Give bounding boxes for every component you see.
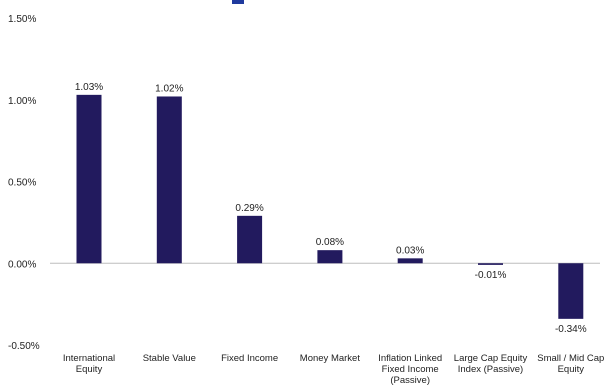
y-tick-label: 1.50% xyxy=(8,14,36,25)
category-label: Money Market xyxy=(300,353,361,364)
data-label: -0.01% xyxy=(475,270,507,281)
category-label: Small / Mid Cap xyxy=(537,353,604,364)
data-label: 0.29% xyxy=(235,203,263,214)
category-label: Fixed Income xyxy=(221,353,278,364)
bar xyxy=(156,96,182,264)
data-label: 0.08% xyxy=(316,237,344,248)
category-label: Equity xyxy=(76,364,103,375)
data-label: -0.34% xyxy=(555,324,587,335)
data-labels-group: 1.03% 1.02% 0.29% 0.08% 0.03% -0.01% -0.34% xyxy=(75,82,587,335)
category-label: Fixed Income xyxy=(382,364,439,375)
title-fragment xyxy=(232,0,244,4)
category-label: Stable Value xyxy=(143,353,196,364)
data-label: 1.03% xyxy=(75,82,103,93)
category-label: (Passive) xyxy=(390,375,430,386)
data-label: 1.02% xyxy=(155,83,183,94)
y-tick-label: -0.50% xyxy=(8,341,40,352)
bar xyxy=(76,94,102,264)
bar xyxy=(397,258,423,264)
data-label: 0.03% xyxy=(396,245,424,256)
y-axis: 1.50% 1.00% 0.50% 0.00% -0.50% xyxy=(8,14,40,352)
bar xyxy=(478,263,503,265)
bars-group xyxy=(76,94,584,319)
category-label: International xyxy=(63,353,115,364)
y-tick-label: 0.00% xyxy=(8,259,36,270)
bar xyxy=(558,263,584,319)
category-label: Large Cap Equity xyxy=(454,353,528,364)
y-tick-label: 1.00% xyxy=(8,96,36,107)
category-label: Index (Passive) xyxy=(458,364,523,375)
bar xyxy=(317,250,343,264)
category-label: Equity xyxy=(558,364,585,375)
y-tick-label: 0.50% xyxy=(8,178,36,189)
category-label: Inflation Linked xyxy=(378,353,442,364)
bar xyxy=(237,215,263,264)
